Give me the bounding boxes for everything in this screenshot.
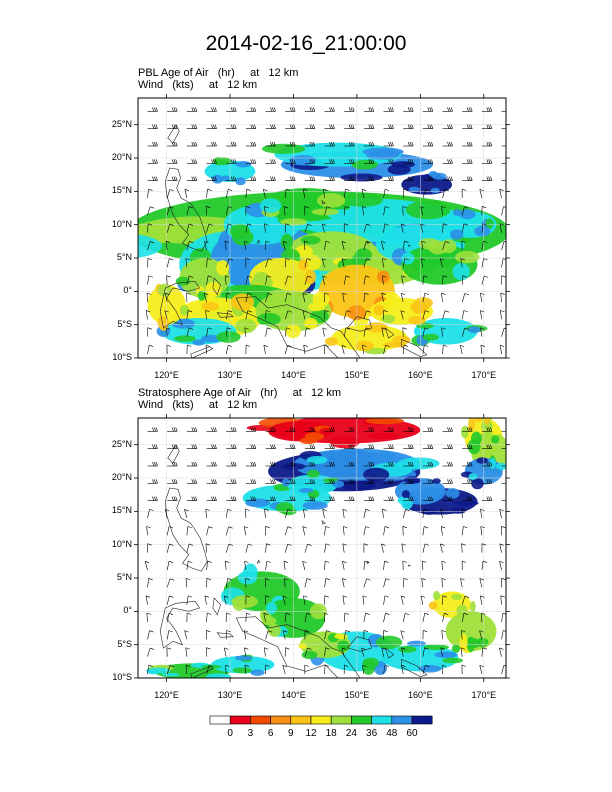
lat-tick-label: 10°N xyxy=(111,538,132,549)
colorbar-swatch xyxy=(290,715,312,725)
lat-tick-label: 15°N xyxy=(111,185,132,196)
colorbar-level-label: 0 xyxy=(227,728,233,739)
colorbar-level-label: 24 xyxy=(345,728,357,739)
colorbar-swatch xyxy=(330,715,352,725)
lon-tick-label: 170°E xyxy=(471,690,497,700)
lat-tick-label: 5°N xyxy=(116,252,132,262)
lon-tick-label: 150°E xyxy=(344,370,370,380)
lon-tick-label: 130°E xyxy=(217,690,243,700)
panel2-variable-label: Stratosphere Age of Air (hr) at 12 km xyxy=(138,387,341,399)
lat-tick-label: 10°S xyxy=(112,352,132,362)
colorbar-swatch xyxy=(250,715,271,725)
lon-tick-label: 130°E xyxy=(217,370,243,380)
colorbar-swatch xyxy=(229,715,251,725)
field-patch xyxy=(210,656,275,674)
colorbar-level-label: 12 xyxy=(305,728,317,739)
lat-tick-label: 5°N xyxy=(116,572,132,582)
colorbar-swatch xyxy=(310,715,332,725)
colorbar-swatch xyxy=(391,715,413,725)
colorbar-level-label: 6 xyxy=(267,728,274,739)
lon-tick-label: 150°E xyxy=(344,690,370,700)
colorbar-level-label: 9 xyxy=(288,728,294,739)
lat-tick-label: 20°N xyxy=(111,472,132,482)
lon-tick-label: 170°E xyxy=(471,370,497,380)
lat-tick-label: 15°N xyxy=(111,505,132,516)
lon-tick-label: 160°E xyxy=(408,370,433,380)
colorbar-level-label: 48 xyxy=(386,728,398,739)
lat-tick-label: 25°N xyxy=(111,118,132,129)
colorbar-level-label: 60 xyxy=(406,728,418,739)
colorbar-swatch xyxy=(411,715,433,725)
colorbar-level-label: 36 xyxy=(366,728,378,739)
plot-title: 2014-02-16_21:00:00 xyxy=(205,32,407,55)
colorbar-swatch xyxy=(209,715,231,725)
colorbar-level-label: 18 xyxy=(325,728,337,739)
lat-tick-label: 5°S xyxy=(117,638,132,649)
lon-tick-label: 120°E xyxy=(154,690,179,700)
lat-tick-label: 10°S xyxy=(112,672,132,682)
lon-tick-label: 140°E xyxy=(281,370,306,380)
panel1-variable-label: PBL Age of Air (hr) at 12 km xyxy=(138,67,299,79)
colorbar-swatch xyxy=(270,715,292,725)
map-panel-2 xyxy=(138,418,506,678)
lat-tick-label: 0° xyxy=(123,285,132,296)
lat-tick-label: 5°S xyxy=(117,318,132,329)
lon-tick-label: 140°E xyxy=(281,690,306,700)
lon-tick-label: 160°E xyxy=(408,690,433,700)
lon-tick-label: 120°E xyxy=(154,370,179,380)
panel1-wind-label: Wind (kts) at 12 km xyxy=(138,79,258,91)
lat-tick-label: 20°N xyxy=(111,152,132,162)
colorbar-swatch xyxy=(371,715,393,725)
lat-tick-label: 25°N xyxy=(111,438,132,449)
colorbar-swatch xyxy=(351,715,372,725)
lat-tick-label: 10°N xyxy=(111,218,132,229)
map-panel-1 xyxy=(138,98,506,358)
panel2-wind-label: Wind (kts) at 12 km xyxy=(138,399,258,411)
colorbar-level-label: 3 xyxy=(247,728,254,739)
lat-tick-label: 0° xyxy=(123,605,132,616)
